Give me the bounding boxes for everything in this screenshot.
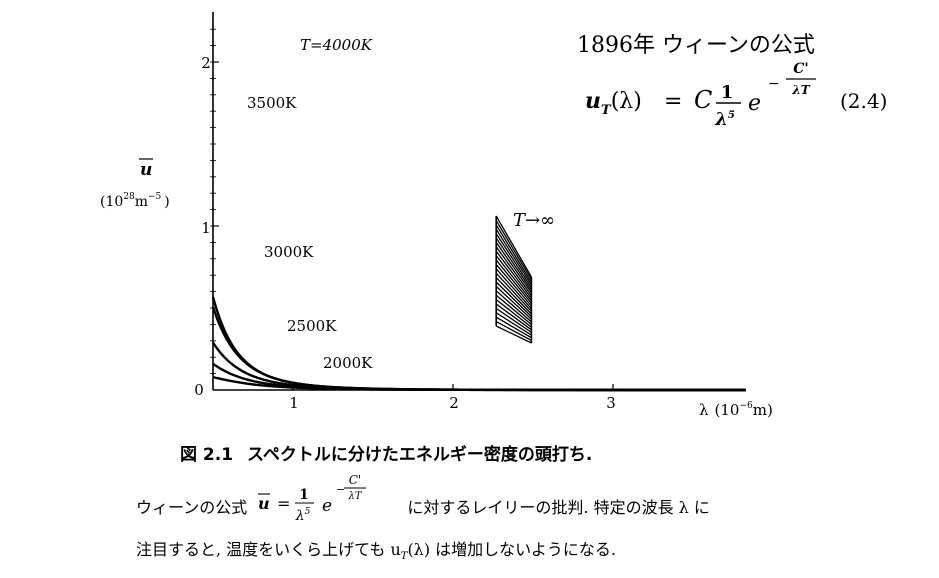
t-infinity-stroke xyxy=(495,325,532,344)
t-infinity-stroke xyxy=(495,285,532,320)
y-tick-label-2: 2 xyxy=(201,54,211,72)
body-line-2: 注目すると, 温度をいくら上げても uT(λ) は増加しないようになる. xyxy=(136,536,616,562)
t-infinity-hatch xyxy=(495,215,533,344)
body-line-1: ウィーンの公式 u = 1 λ5 e − C' λT に対するレイリーの批判. … xyxy=(136,475,710,523)
svg-text:e: e xyxy=(748,91,761,116)
inline-wien-formula: u = 1 λ5 e − C' λT xyxy=(252,475,402,523)
t-infinity-stroke xyxy=(495,237,532,291)
svg-text:λT: λT xyxy=(348,491,363,502)
caption-text: スペクトルに分けたエネルギー密度の頭打ち. xyxy=(247,445,593,465)
x-tick-label-3: 3 xyxy=(606,394,616,412)
x-axis-label: λ (10−6m) xyxy=(699,401,773,419)
header-title: 1896年 ウィーンの公式 xyxy=(577,33,815,58)
x-tick-label-1: 1 xyxy=(289,394,299,412)
t-infinity-stroke xyxy=(495,228,532,286)
svg-text:λT: λT xyxy=(791,83,810,97)
svg-text:C: C xyxy=(694,86,712,114)
t-infinity-stroke xyxy=(495,246,532,296)
wien-figure: 0 1 2 1 2 3 u (1028m−5) λ (10−6m) T→∞ T=4… xyxy=(100,12,887,419)
t-infinity-stroke xyxy=(495,259,532,304)
wien-formula: uT(λ) = C 1 λ5 e − C' λT (2.4) xyxy=(585,61,887,130)
t-infinity-stroke xyxy=(495,277,532,315)
svg-text:λ(10−6m): λ (10−6m) xyxy=(699,401,773,419)
svg-text:uT(λ): uT(λ) xyxy=(585,88,642,118)
svg-text:u: u xyxy=(258,494,270,513)
svg-text:1: 1 xyxy=(299,487,309,503)
svg-text:λ5: λ5 xyxy=(295,507,311,523)
curve-2500K xyxy=(212,362,746,392)
caption-number: 図 2.1 xyxy=(180,445,234,465)
t-infinity-stroke xyxy=(495,321,532,341)
t-infinity-stroke xyxy=(495,242,532,294)
body-line1-post: に対するレイリーの批判. 特定の波長 λ に xyxy=(407,498,710,517)
svg-text:(1028m−5): (1028m−5) xyxy=(100,192,170,210)
y-axis-unit: (1028m−5) xyxy=(100,192,170,210)
curve-4000K xyxy=(211,296,746,392)
curve-label-2000K: 2000K xyxy=(323,354,373,372)
svg-text:−: − xyxy=(336,483,345,496)
t-infinity-stroke xyxy=(495,250,532,299)
body-line2-text: 注目すると, 温度をいくら上げても u xyxy=(136,540,401,559)
t-infinity-stroke xyxy=(495,303,532,331)
t-infinity-stroke xyxy=(495,215,532,278)
body-line2-sub: T xyxy=(400,551,408,563)
y-tick-label-0: 0 xyxy=(194,381,204,399)
t-infinity-stroke xyxy=(495,233,532,288)
curve-label-3500K: 3500K xyxy=(247,94,297,112)
svg-text:λ5: λ5 xyxy=(714,109,735,130)
x-tick-label-2: 2 xyxy=(449,394,459,412)
curve-label-3000K: 3000K xyxy=(264,243,314,261)
t-infinity-stroke xyxy=(495,220,532,280)
t-infinity-stroke xyxy=(495,255,532,302)
t-infinity-stroke xyxy=(495,272,532,312)
t-infinity-stroke xyxy=(495,268,532,310)
t-infinity-stroke xyxy=(495,224,532,283)
svg-text:C': C' xyxy=(349,475,361,487)
svg-text:1: 1 xyxy=(721,82,734,103)
svg-text:=: = xyxy=(277,494,290,513)
body-line2-post: (λ) は増加しないようになる. xyxy=(407,540,616,559)
curve-2000K xyxy=(212,375,746,392)
t-infinity-stroke xyxy=(495,312,532,336)
t-infinity-stroke xyxy=(495,290,532,323)
curve-label-2500K: 2500K xyxy=(287,317,337,335)
y-axis-symbol: u xyxy=(140,160,152,180)
curve-label-4000K: T=4000K xyxy=(300,36,373,54)
t-infinity-stroke xyxy=(495,281,532,318)
t-infinity-stroke xyxy=(495,316,532,339)
curves xyxy=(211,296,746,392)
figure-caption: 図 2.1 スペクトルに分けたエネルギー密度の頭打ち. xyxy=(180,440,606,465)
t-infinity-stroke xyxy=(495,263,532,307)
svg-text:=: = xyxy=(664,89,682,114)
y-tick-label-1: 1 xyxy=(201,219,211,237)
t-infinity-stroke xyxy=(495,307,532,333)
svg-text:−: − xyxy=(768,76,780,92)
t-infinity-stroke xyxy=(495,294,532,325)
t-infinity-stroke xyxy=(495,299,532,328)
t-infinity-label: T→∞ xyxy=(513,210,555,231)
svg-text:(2.4): (2.4) xyxy=(840,89,887,113)
svg-text:C': C' xyxy=(793,61,808,77)
svg-text:e: e xyxy=(322,496,332,516)
body-line1-pre: ウィーンの公式 xyxy=(136,498,248,517)
